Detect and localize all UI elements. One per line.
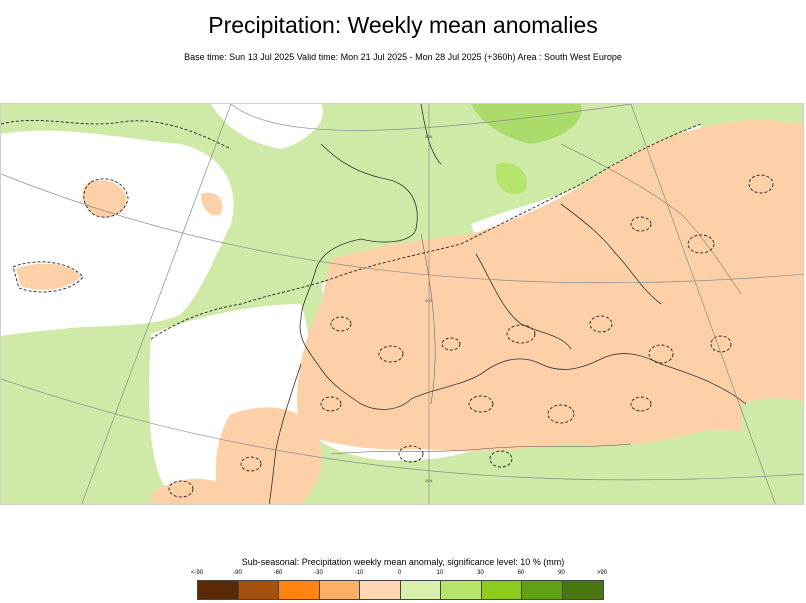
wet-anomaly-central-europe bbox=[471, 104, 582, 144]
wet-anomaly-east bbox=[741, 398, 803, 504]
legend-color-box bbox=[400, 581, 441, 599]
legend-color-box bbox=[481, 581, 522, 599]
legend-tick: 0 bbox=[397, 570, 402, 576]
legend-color-box bbox=[441, 581, 482, 599]
neutral-zone-north bbox=[211, 104, 323, 149]
dry-anomaly-atlantic-2 bbox=[16, 263, 81, 290]
legend-color-box bbox=[522, 581, 563, 599]
legend-tick: -90 bbox=[233, 570, 242, 576]
legend-color-box bbox=[279, 581, 320, 599]
dry-anomaly-france-sw bbox=[201, 192, 223, 216]
legend-tick: 60 bbox=[517, 570, 525, 576]
chart-subtitle: Base time: Sun 13 Jul 2025 Valid time: M… bbox=[184, 52, 622, 62]
legend-tick: >90 bbox=[596, 570, 608, 576]
legend-tick: <-90 bbox=[190, 570, 204, 576]
legend-tick: -30 bbox=[314, 570, 323, 576]
legend-color-box bbox=[319, 581, 360, 599]
dry-anomaly-iberia bbox=[215, 407, 322, 504]
map-svg: 40N 50N 30N bbox=[1, 104, 803, 504]
anomaly-map: 40N 50N 30N bbox=[0, 103, 804, 505]
grid-label-30n: 30N bbox=[425, 478, 432, 483]
dry-anomaly-atlantic-1 bbox=[82, 180, 127, 218]
dry-anomaly-africa-west bbox=[151, 478, 226, 504]
legend-tick: 10 bbox=[436, 570, 444, 576]
grid-labels: 40N 50N 30N bbox=[425, 134, 432, 483]
grid-label-40n: 40N bbox=[425, 298, 432, 303]
legend-tick: -60 bbox=[273, 570, 283, 576]
graticule bbox=[1, 104, 803, 504]
legend-color-box bbox=[198, 581, 239, 599]
legend-tick: 30 bbox=[477, 570, 484, 576]
dry-anomaly-mediterranean bbox=[297, 119, 803, 452]
grid-label-50n: 50N bbox=[425, 134, 432, 139]
legend-title: Sub-seasonal: Precipitation weekly mean … bbox=[241, 557, 565, 567]
legend-colorbar bbox=[197, 580, 604, 600]
wet-anomaly-germany bbox=[496, 162, 527, 195]
legend-color-box bbox=[562, 581, 603, 599]
chart-title: Precipitation: Weekly mean anomalies bbox=[208, 12, 598, 38]
coastlines bbox=[268, 104, 747, 504]
legend-color-box bbox=[238, 581, 279, 599]
legend-tick: 90 bbox=[558, 570, 565, 576]
significance-contours bbox=[1, 120, 774, 498]
legend-tick: -10 bbox=[354, 570, 364, 576]
legend-color-box bbox=[360, 581, 401, 599]
